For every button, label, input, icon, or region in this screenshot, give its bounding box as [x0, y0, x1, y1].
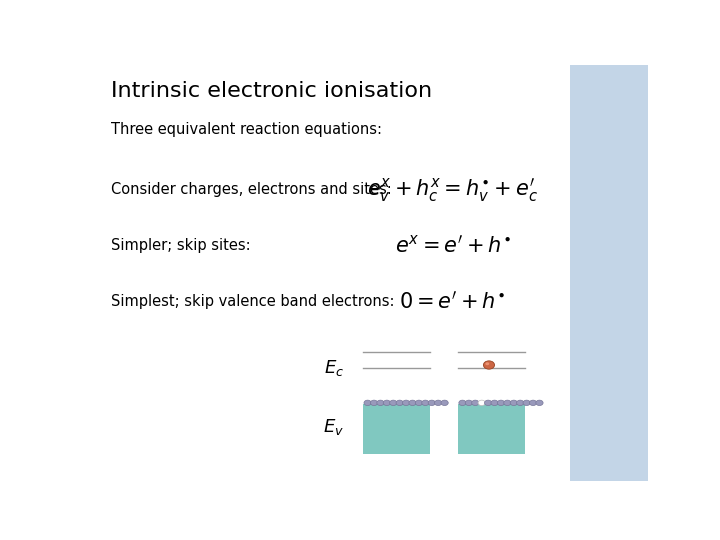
Circle shape — [390, 400, 397, 406]
Circle shape — [465, 400, 472, 406]
Circle shape — [459, 400, 466, 406]
Text: $0 = e^{\prime} + h^{\bullet}$: $0 = e^{\prime} + h^{\bullet}$ — [400, 291, 506, 313]
Circle shape — [428, 400, 436, 406]
Circle shape — [364, 400, 372, 406]
Circle shape — [396, 400, 403, 406]
Text: $E_c$: $E_c$ — [324, 357, 344, 377]
Circle shape — [435, 400, 442, 406]
Circle shape — [377, 400, 384, 406]
Circle shape — [523, 400, 530, 406]
Circle shape — [472, 400, 479, 406]
Text: $e^x = e^{\prime} + h^{\bullet}$: $e^x = e^{\prime} + h^{\bullet}$ — [395, 235, 510, 256]
Circle shape — [370, 400, 378, 406]
Text: Three equivalent reaction equations:: Three equivalent reaction equations: — [111, 122, 382, 137]
Text: Intrinsic electronic ionisation: Intrinsic electronic ionisation — [111, 82, 432, 102]
Circle shape — [441, 400, 449, 406]
Circle shape — [510, 400, 518, 406]
Circle shape — [478, 400, 485, 406]
Circle shape — [498, 400, 505, 406]
Circle shape — [402, 400, 410, 406]
Circle shape — [383, 400, 390, 406]
Text: Simpler; skip sites:: Simpler; skip sites: — [111, 238, 251, 253]
Circle shape — [485, 400, 492, 406]
Bar — [364, 404, 431, 454]
Circle shape — [516, 400, 524, 406]
Circle shape — [491, 400, 498, 406]
Circle shape — [536, 400, 543, 406]
Circle shape — [483, 361, 495, 369]
Circle shape — [409, 400, 416, 406]
Circle shape — [422, 400, 429, 406]
Text: Consider charges, electrons and sites:: Consider charges, electrons and sites: — [111, 182, 392, 197]
Bar — [459, 404, 526, 454]
Text: $E_v$: $E_v$ — [323, 416, 344, 436]
Circle shape — [485, 362, 490, 365]
Circle shape — [504, 400, 511, 406]
Text: $e_v^x + h_c^x = h_v^{\bullet} + e_c^{\prime}$: $e_v^x + h_c^x = h_v^{\bullet} + e_c^{\p… — [367, 176, 539, 204]
Circle shape — [529, 400, 536, 406]
Bar — [570, 65, 648, 481]
Text: Simplest; skip valence band electrons:: Simplest; skip valence band electrons: — [111, 294, 395, 309]
Circle shape — [415, 400, 423, 406]
